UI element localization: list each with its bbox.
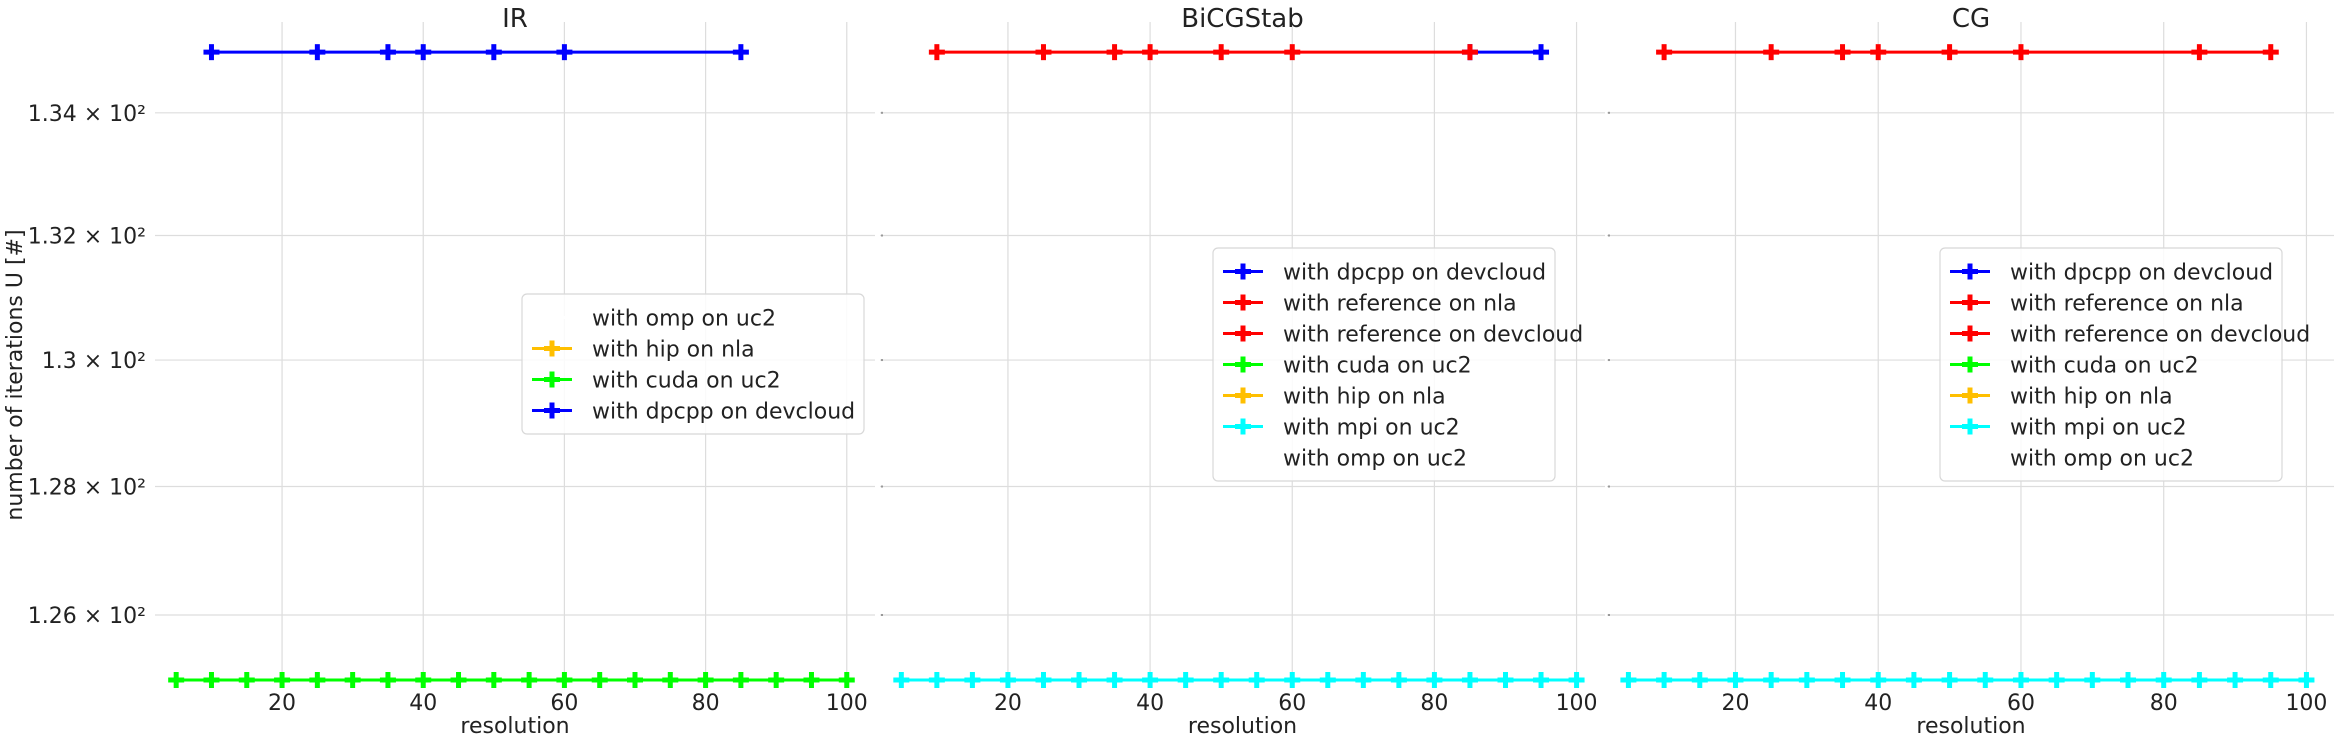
x-tick-label: 80 [1420,691,1448,716]
x-tick-label: 20 [268,691,296,716]
legend-label: with reference on nla [2010,292,2244,317]
x-tick-label: 20 [1721,691,1749,716]
legend-label: with dpcpp on devcloud [592,400,855,425]
y-tick-mark [1608,359,1610,362]
legend-label: with reference on devcloud [1283,323,1583,348]
legend-label: with hip on nla [2010,385,2173,410]
x-tick-label: 60 [2007,691,2035,716]
legend-label: with dpcpp on devcloud [2010,261,2273,286]
y-tick-mark [881,234,883,237]
legend: with omp on uc2 with hip on nla with cuda … [521,293,865,435]
y-tick-mark [1608,111,1610,114]
legend-label: with omp on uc2 [1283,447,1467,472]
legend-label: with cuda on uc2 [2010,354,2199,379]
series-with-dpcpp-on-devcloud [203,44,749,61]
legend-label: with dpcpp on devcloud [1283,261,1546,286]
x-tick-label: 100 [826,691,868,716]
panel-title: CG [1952,4,1990,34]
panel-title: BiCGStab [1181,4,1304,34]
x-tick-label: 20 [994,691,1022,716]
x-tick-label: 60 [1278,691,1306,716]
x-tick-label: 100 [1556,691,1598,716]
legend-label: with omp on uc2 [2010,447,2194,472]
legend-box [1939,247,2283,482]
y-tick-mark [881,485,883,488]
y-tick-mark [881,613,883,616]
y-tick-mark [881,359,883,362]
panel-bicgstab: BiCGStab 20 40 60 80 100 resolution with dpcpp … [880,4,1605,739]
x-axis-label: resolution [460,714,569,739]
legend-label: with mpi on uc2 [1283,416,1460,441]
y-tick-label: 1.34 × 10² [28,102,146,127]
x-axis-label: resolution [1916,714,2025,739]
series-with-reference-on-nla [928,44,1478,61]
legend-label: with cuda on uc2 [592,369,781,394]
series-with-cuda-on-uc2 [168,672,855,688]
x-tick-label: 40 [1136,691,1164,716]
x-tick-label: 60 [550,691,578,716]
x-tick-label: 80 [2150,691,2178,716]
series-with-reference-on-devcloud [1656,44,2279,61]
y-tick-label: 1.28 × 10² [28,476,146,501]
y-tick-mark [1608,613,1610,616]
legend: with dpcpp on devcloud with reference on … [1939,247,2310,482]
series-with-mpi-on-uc2 [893,672,1585,688]
x-tick-label: 100 [2285,691,2327,716]
legend-label: with hip on nla [1283,385,1446,410]
x-tick-label: 80 [692,691,720,716]
legend-box [521,293,865,435]
panel-cg: CG 20 40 60 80 100 resolution with dpcpp on dev… [1607,4,2334,739]
legend-box [1212,247,1556,482]
legend-label: with mpi on uc2 [2010,416,2187,441]
x-tick-label: 40 [1864,691,1892,716]
y-tick-mark [881,111,883,114]
y-tick-mark [1608,234,1610,237]
legend-label: with hip on nla [592,338,755,363]
y-tick-label: 1.3 × 10² [42,349,146,374]
y-tick-labels: 1.26 × 10² 1.28 × 10² 1.3 × 10² 1.32 × 10² 1… [28,102,146,629]
legend-label: with reference on devcloud [2010,323,2310,348]
series-with-mpi-on-uc2 [1620,672,2315,688]
legend-label: with cuda on uc2 [1283,354,1472,379]
x-axis-label: resolution [1188,714,1297,739]
legend-label: with reference on nla [1283,292,1517,317]
panel-title: IR [502,4,528,34]
legend: with dpcpp on devcloud with reference on … [1212,247,1583,482]
y-tick-mark [1608,485,1610,488]
y-tick-label: 1.26 × 10² [28,604,146,629]
x-tick-label: 40 [409,691,437,716]
y-tick-label: 1.32 × 10² [28,224,146,249]
y-axis-label: number of iterations U [#] [3,229,28,520]
legend-label: with omp on uc2 [592,307,776,332]
